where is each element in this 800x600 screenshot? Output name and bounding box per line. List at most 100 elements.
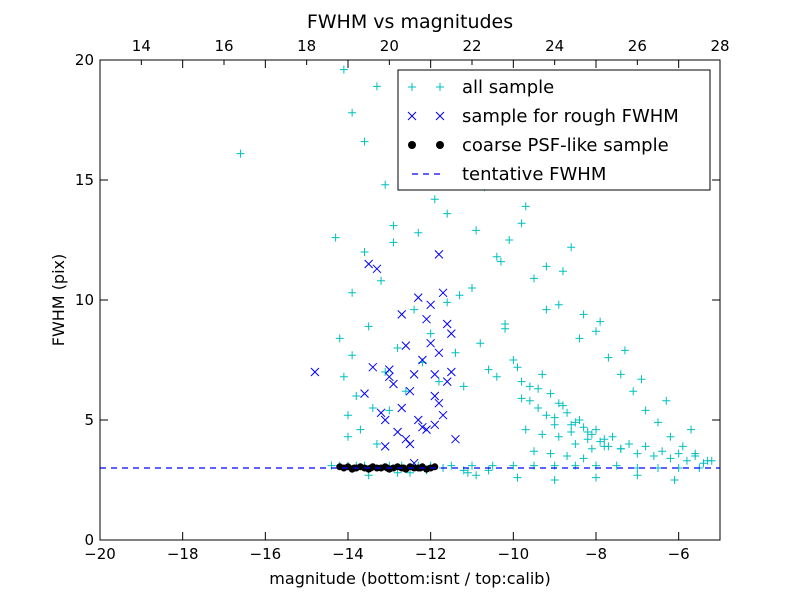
data-point-plus bbox=[600, 435, 609, 444]
legend: all sample sample for rough FWHM coarse PS… bbox=[397, 69, 711, 191]
data-point-plus bbox=[583, 435, 592, 444]
data-point-plus bbox=[517, 394, 526, 403]
data-point-x bbox=[368, 362, 378, 372]
data-point-plus bbox=[381, 180, 390, 189]
data-point-plus bbox=[629, 387, 638, 396]
data-point-plus bbox=[468, 461, 476, 470]
y-tick-label: 10 bbox=[75, 291, 94, 309]
data-point-x bbox=[397, 310, 407, 319]
data-point-x bbox=[430, 370, 440, 379]
data-point-plus bbox=[455, 291, 464, 300]
data-point-plus bbox=[691, 449, 700, 458]
data-point-plus bbox=[484, 365, 493, 374]
legend-swatch bbox=[436, 83, 444, 91]
data-point-plus bbox=[674, 449, 683, 458]
data-point-plus bbox=[666, 432, 675, 441]
data-point-plus bbox=[472, 471, 481, 480]
data-point-plus bbox=[368, 404, 377, 412]
data-point-plus bbox=[534, 384, 543, 393]
x-tick-label: −18 bbox=[167, 545, 199, 563]
data-point-plus bbox=[236, 149, 245, 158]
x-tick-label: −12 bbox=[415, 545, 447, 563]
data-point-plus bbox=[530, 447, 538, 456]
data-point-plus bbox=[521, 425, 530, 434]
data-point-x bbox=[422, 425, 431, 434]
data-point-plus bbox=[616, 370, 625, 379]
legend-swatch bbox=[435, 111, 445, 121]
data-point-plus bbox=[525, 396, 534, 405]
data-point-x bbox=[413, 293, 423, 302]
data-point-plus bbox=[538, 430, 547, 439]
data-point-plus bbox=[459, 382, 468, 391]
data-point-plus bbox=[360, 137, 369, 146]
data-point-plus bbox=[517, 377, 526, 386]
data-point-plus bbox=[608, 432, 617, 441]
data-point-dot bbox=[431, 463, 439, 471]
data-point-plus bbox=[468, 284, 476, 292]
data-point-plus bbox=[356, 425, 365, 434]
data-point-plus bbox=[575, 334, 584, 343]
data-point-plus bbox=[430, 195, 439, 204]
data-point-plus bbox=[389, 238, 398, 247]
data-point-plus bbox=[633, 471, 642, 480]
data-point-plus bbox=[678, 442, 687, 451]
data-point-plus bbox=[587, 430, 596, 439]
data-point-x bbox=[430, 420, 440, 430]
y-tick-label: 5 bbox=[84, 411, 94, 429]
data-point-plus bbox=[505, 236, 514, 244]
data-point-plus bbox=[662, 396, 671, 405]
data-point-plus bbox=[451, 348, 460, 357]
data-point-plus bbox=[649, 452, 658, 460]
data-point-plus bbox=[513, 473, 522, 482]
data-point-plus bbox=[641, 406, 650, 415]
data-point-plus bbox=[331, 233, 340, 242]
legend-entry: coarse PSF-like sample bbox=[408, 135, 669, 156]
x-tick-label: −14 bbox=[332, 545, 364, 563]
data-point-x bbox=[380, 442, 390, 451]
data-point-plus bbox=[534, 404, 543, 412]
data-point-plus bbox=[596, 437, 605, 446]
top-x-axis: 14 16 18 20 22 24 26 28 bbox=[132, 37, 730, 65]
data-point-plus bbox=[352, 392, 361, 400]
data-point-plus bbox=[538, 370, 547, 379]
data-point-plus bbox=[567, 428, 576, 436]
data-point-x bbox=[397, 403, 407, 413]
data-point-plus bbox=[612, 461, 621, 470]
data-point-x bbox=[446, 367, 456, 377]
data-point-x bbox=[384, 372, 394, 382]
series-1 bbox=[310, 250, 460, 468]
data-point-x bbox=[393, 427, 402, 437]
data-point-x bbox=[434, 250, 444, 259]
data-point-plus bbox=[492, 252, 501, 261]
data-point-x bbox=[446, 329, 456, 338]
data-point-plus bbox=[525, 382, 534, 391]
data-point-plus bbox=[654, 418, 662, 427]
legend-label: tentative FWHM bbox=[462, 164, 606, 185]
top-x-tick-label: 14 bbox=[132, 37, 151, 55]
chart-title: FWHM vs magnitudes bbox=[307, 11, 513, 33]
data-point-x bbox=[384, 365, 394, 374]
data-point-plus bbox=[682, 456, 691, 465]
legend-swatch bbox=[436, 141, 444, 149]
data-point-plus bbox=[579, 310, 588, 319]
data-point-plus bbox=[385, 406, 394, 415]
plot-points bbox=[236, 65, 716, 484]
data-point-plus bbox=[542, 262, 551, 271]
data-point-plus bbox=[509, 356, 518, 364]
top-x-tick-label: 28 bbox=[710, 37, 729, 55]
data-point-plus bbox=[554, 300, 563, 309]
data-point-x bbox=[401, 341, 411, 350]
data-point-plus bbox=[550, 476, 559, 484]
data-point-x bbox=[438, 288, 448, 298]
data-point-plus bbox=[658, 447, 667, 456]
data-point-plus bbox=[372, 440, 381, 448]
data-point-plus bbox=[364, 322, 373, 331]
data-point-x bbox=[434, 348, 444, 358]
legend-label: coarse PSF-like sample bbox=[462, 135, 669, 156]
legend-label: sample for rough FWHM bbox=[462, 106, 679, 127]
top-x-tick-label: 16 bbox=[214, 37, 233, 55]
data-point-plus bbox=[687, 425, 696, 434]
data-point-plus bbox=[641, 442, 650, 451]
data-point-x bbox=[310, 367, 320, 377]
data-point-x bbox=[409, 370, 419, 379]
